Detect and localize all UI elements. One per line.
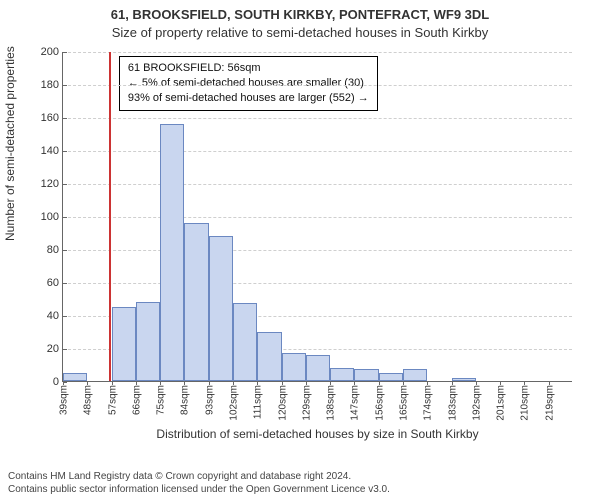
x-tick-label: 147sqm xyxy=(348,385,361,421)
histogram-bar xyxy=(330,368,354,381)
gridline xyxy=(63,217,572,218)
chart-title-block: 61, BROOKSFIELD, SOUTH KIRKBY, PONTEFRAC… xyxy=(0,0,600,41)
chart-title-line1: 61, BROOKSFIELD, SOUTH KIRKBY, PONTEFRAC… xyxy=(0,6,600,24)
histogram-bar xyxy=(233,303,257,381)
histogram-bar xyxy=(306,355,330,381)
footer-line2: Contains public sector information licen… xyxy=(8,483,592,496)
annotation-line: ← 5% of semi-detached houses are smaller… xyxy=(128,76,369,91)
attribution-footer: Contains HM Land Registry data © Crown c… xyxy=(8,470,592,496)
histogram-chart: Number of semi-detached properties 61 BR… xyxy=(0,44,600,438)
x-tick-label: 210sqm xyxy=(518,385,531,421)
histogram-bar xyxy=(403,369,427,381)
histogram-bar xyxy=(209,236,233,381)
x-tick-label: 66sqm xyxy=(129,385,142,415)
x-tick-label: 129sqm xyxy=(299,385,312,421)
x-tick-label: 192sqm xyxy=(469,385,482,421)
x-tick-label: 93sqm xyxy=(202,385,215,415)
histogram-bar xyxy=(160,124,184,381)
y-tick-label: 40 xyxy=(35,310,63,322)
gridline xyxy=(63,52,572,53)
y-tick-label: 140 xyxy=(35,145,63,157)
y-tick-label: 80 xyxy=(35,244,63,256)
annotation-line: 61 BROOKSFIELD: 56sqm xyxy=(128,61,369,76)
y-tick-label: 60 xyxy=(35,277,63,289)
x-tick-label: 165sqm xyxy=(397,385,410,421)
x-tick-label: 174sqm xyxy=(421,385,434,421)
histogram-bar xyxy=(282,353,306,381)
gridline xyxy=(63,85,572,86)
y-tick-label: 160 xyxy=(35,112,63,124)
annotation-line: 93% of semi-detached houses are larger (… xyxy=(128,91,369,106)
x-tick-label: 75sqm xyxy=(154,385,167,415)
y-tick-label: 120 xyxy=(35,178,63,190)
x-tick-label: 120sqm xyxy=(275,385,288,421)
histogram-bar xyxy=(452,378,476,381)
gridline xyxy=(63,184,572,185)
reference-line xyxy=(109,52,111,381)
histogram-bar xyxy=(136,302,160,381)
annotation-box: 61 BROOKSFIELD: 56sqm← 5% of semi-detach… xyxy=(119,56,378,111)
x-tick-label: 84sqm xyxy=(178,385,191,415)
x-tick-label: 48sqm xyxy=(81,385,94,415)
gridline xyxy=(63,250,572,251)
histogram-bar xyxy=(379,373,403,381)
x-tick-label: 201sqm xyxy=(494,385,507,421)
gridline xyxy=(63,283,572,284)
plot-area: 61 BROOKSFIELD: 56sqm← 5% of semi-detach… xyxy=(62,52,572,382)
footer-line1: Contains HM Land Registry data © Crown c… xyxy=(8,470,592,483)
y-tick-label: 180 xyxy=(35,79,63,91)
gridline xyxy=(63,151,572,152)
x-axis-label: Distribution of semi-detached houses by … xyxy=(63,427,572,441)
x-tick-label: 138sqm xyxy=(324,385,337,421)
histogram-bar xyxy=(354,369,378,381)
x-tick-label: 183sqm xyxy=(445,385,458,421)
y-axis-label: Number of semi-detached properties xyxy=(3,46,17,241)
x-tick-label: 111sqm xyxy=(251,385,264,419)
x-tick-label: 57sqm xyxy=(105,385,118,415)
y-tick-label: 200 xyxy=(35,46,63,58)
x-tick-label: 39sqm xyxy=(57,385,70,415)
chart-title-line2: Size of property relative to semi-detach… xyxy=(0,24,600,42)
x-tick-label: 219sqm xyxy=(542,385,555,421)
histogram-bar xyxy=(112,307,136,381)
histogram-bar xyxy=(257,332,281,382)
y-tick-label: 20 xyxy=(35,343,63,355)
histogram-bar xyxy=(63,373,87,381)
y-tick-label: 100 xyxy=(35,211,63,223)
gridline xyxy=(63,118,572,119)
histogram-bar xyxy=(184,223,208,381)
x-tick-label: 156sqm xyxy=(372,385,385,421)
x-tick-label: 102sqm xyxy=(227,385,240,421)
